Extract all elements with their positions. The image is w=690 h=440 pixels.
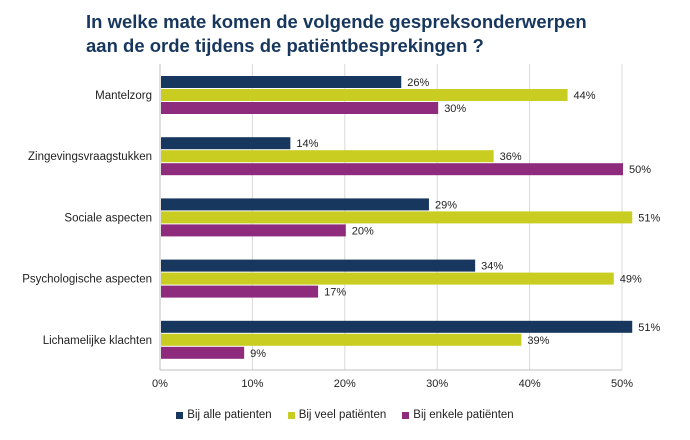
bar [161,333,522,346]
legend-item-enkele: Bij enkele patiënten [402,409,514,421]
data-label: 50% [629,164,651,176]
x-tick-label: 10% [241,378,263,390]
bar [161,76,402,88]
category-label: Sociale aspecten [64,212,152,224]
data-label: 36% [500,151,522,163]
bar [161,102,439,114]
data-label: 9% [250,348,266,360]
bar [161,198,429,211]
x-tick-label: 30% [426,378,448,390]
category-label: Zingevingsvraagstukken [28,151,152,163]
bar [161,259,476,272]
chart-title-line-1: In welke mate komen de volgende gespreks… [86,11,587,32]
bar [161,211,633,224]
x-tick-label: 0% [152,378,168,390]
bar [161,163,623,176]
x-tick-label: 20% [334,378,356,390]
chart-title-line-2: aan de orde tijdens de patiëntbespreking… [86,35,484,56]
category-label: Lichamelijke klachten [43,335,152,347]
bar [161,224,346,237]
x-tick-label: 40% [519,378,541,390]
chart-title: In welke mate komen de volgende gespreks… [86,10,676,58]
bar [161,272,614,285]
data-label: 29% [435,199,457,211]
legend-swatch-alle [176,411,184,419]
legend-label-enkele: Bij enkele patiënten [413,409,514,421]
data-label: 14% [296,138,318,150]
legend-swatch-veel [287,411,295,419]
data-label: 26% [407,77,429,89]
legend-label-veel: Bij veel patiënten [298,409,387,421]
bar [161,89,568,101]
data-label: 39% [527,335,549,347]
data-label: 30% [444,103,466,115]
bar [161,150,494,163]
category-label: Psychologische aspecten [22,274,152,286]
data-label: 51% [638,322,660,334]
bar [161,320,633,333]
data-label: 49% [620,274,642,286]
legend: Bij alle patienten Bij veel patiënten Bi… [0,409,690,421]
x-tick-label: 50% [611,378,633,390]
legend-item-alle: Bij alle patienten [176,409,272,421]
data-label: 17% [324,287,346,299]
bar [161,346,245,359]
data-label: 34% [481,261,503,273]
bar [161,285,319,298]
data-label: 51% [638,212,660,224]
data-label: 44% [574,90,596,102]
bar [161,137,291,150]
category-label: Mantelzorg [95,90,152,102]
legend-swatch-enkele [402,411,410,419]
data-label: 20% [352,225,374,237]
legend-label-alle: Bij alle patienten [187,409,272,421]
legend-item-veel: Bij veel patiënten [287,409,387,421]
